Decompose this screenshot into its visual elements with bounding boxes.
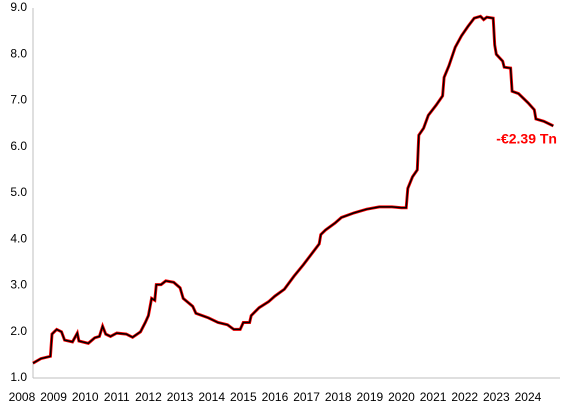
x-tick-label: 2020 [388,390,415,404]
x-tick-label: 2014 [198,390,225,404]
y-tick-label: 5.0 [10,185,27,199]
y-tick-label: 6.0 [10,139,27,153]
y-tick-label: 8.0 [10,46,27,60]
x-tick-label: 2019 [356,390,383,404]
x-tick-label: 2022 [451,390,478,404]
x-tick-label: 2010 [72,390,99,404]
y-tick-label: 3.0 [10,278,27,292]
x-tick-label: 2013 [167,390,194,404]
x-tick-label: 2023 [483,390,510,404]
y-tick-label: 2.0 [10,324,27,338]
x-tick-label: 2011 [104,390,130,404]
x-tick-label: 2021 [420,390,447,404]
x-tick-label: 2012 [135,390,162,404]
x-tick-label: 2024 [515,390,542,404]
y-tick-label: 7.0 [10,93,27,107]
x-tick-label: 2009 [40,390,67,404]
line [32,15,554,364]
x-tick-label: 2015 [230,390,257,404]
y-tick-label: 4.0 [10,231,27,245]
x-tick-label: 2018 [325,390,352,404]
x-tick-label: 2016 [262,390,289,404]
x-tick-label: 2008 [9,390,36,404]
y-tick-label: 9.0 [10,0,27,14]
line-edge [32,14,554,365]
annotation: -€2.39 Tn [496,131,557,147]
x-tick-label: 2017 [293,390,320,404]
y-tick-label: 1.0 [10,370,27,384]
